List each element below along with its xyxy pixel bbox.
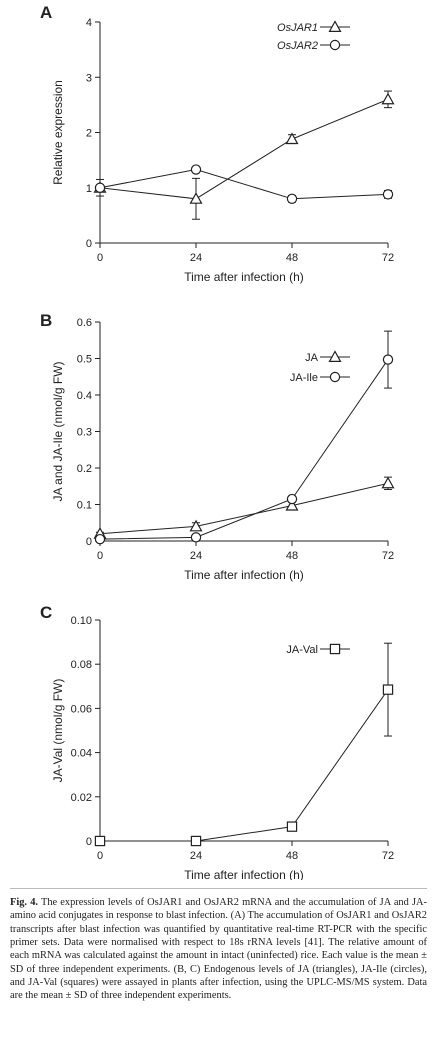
series-line	[99, 359, 389, 540]
data-point	[382, 189, 394, 200]
y-tick-label: 0.3	[77, 427, 92, 439]
legend-label: JA-Val	[286, 644, 318, 656]
series-line	[99, 169, 389, 200]
legend-label: JA	[305, 352, 319, 364]
y-tick-label: 2	[86, 128, 92, 140]
chart-panel-a: A 0 1 2 3 4 0 24 48 72 Time after infection (h) Rel…	[40, 3, 395, 284]
y-tick-label: 0.5	[77, 354, 92, 366]
y-tick-label: 4	[86, 17, 92, 29]
data-point	[189, 519, 203, 532]
x-tick-label: 48	[286, 550, 298, 562]
data-point	[190, 835, 202, 847]
y-tick-label: 0	[86, 238, 92, 250]
y-axis-label: Relative expression	[51, 80, 65, 185]
data-point	[382, 354, 394, 365]
y-tick-label: 0.4	[77, 390, 92, 402]
series-ja-val	[94, 642, 394, 847]
y-tick-label: 0.2	[77, 463, 92, 475]
caption-label: Fig. 4.	[10, 897, 38, 908]
data-point	[286, 821, 298, 832]
x-tick-label: 24	[190, 850, 202, 862]
x-axis-label: Time after infection (h)	[184, 568, 304, 582]
series-osjar1	[93, 90, 395, 220]
x-tick-label: 72	[382, 550, 394, 562]
legend-label: OsJAR1	[277, 22, 318, 34]
series-line	[100, 689, 389, 842]
y-tick-label: 0	[86, 836, 92, 848]
data-point	[286, 493, 298, 505]
data-point	[94, 533, 106, 545]
data-point	[190, 532, 202, 543]
data-point	[382, 684, 394, 695]
legend-marker	[328, 350, 342, 362]
y-tick-label: 0	[86, 536, 92, 548]
data-point	[189, 192, 203, 204]
legend-label: JA-Ile	[290, 372, 318, 384]
legend-marker	[329, 39, 341, 51]
x-tick-label: 24	[190, 252, 202, 264]
series-line	[99, 482, 389, 535]
chart-panel-c: C 0 0.02 0.04 0.06 0.08 0.10 0 24 48 72 Time after …	[40, 603, 394, 880]
legend-marker	[329, 371, 341, 383]
x-tick-label: 48	[286, 850, 298, 862]
x-tick-label: 0	[97, 850, 103, 862]
legend-marker	[328, 20, 342, 32]
y-axis-label: JA-Val (nmol/g FW)	[51, 679, 65, 783]
x-axis-label: Time after infection (h)	[184, 868, 304, 880]
y-tick-label: 0.1	[77, 500, 92, 512]
x-tick-label: 48	[286, 252, 298, 264]
data-point	[94, 182, 106, 193]
y-tick-label: 0.02	[71, 792, 92, 804]
x-tick-label: 24	[190, 550, 202, 562]
x-tick-label: 72	[382, 850, 394, 862]
legend-label: OsJAR2	[277, 40, 318, 52]
y-axis-label: JA and JA-Ile (nmol/g FW)	[51, 361, 65, 501]
figure-4: A 0 1 2 3 4 0 24 48 72 Time after infection (h) Rel…	[40, 3, 395, 880]
x-tick-label: 0	[97, 550, 103, 562]
series-line	[99, 98, 389, 200]
caption-text: The expression levels of OsJAR1 and OsJA…	[10, 897, 427, 1002]
series-ja	[93, 476, 395, 539]
y-tick-label: 1	[86, 183, 92, 195]
data-point	[286, 193, 298, 204]
x-tick-label: 72	[382, 252, 394, 264]
legend-marker	[329, 643, 341, 655]
y-tick-label: 0.08	[71, 659, 92, 671]
y-tick-label: 0.10	[71, 615, 92, 627]
panel-letter: C	[40, 603, 52, 622]
caption-rule	[10, 888, 427, 889]
figure-caption: Fig. 4. The expression levels of OsJAR1 …	[10, 888, 427, 1003]
data-point	[285, 132, 299, 145]
y-tick-label: 0.04	[71, 748, 92, 760]
y-tick-label: 0.6	[77, 317, 92, 329]
data-point	[94, 835, 106, 847]
data-point	[285, 498, 299, 511]
data-point	[381, 92, 395, 105]
x-axis-label: Time after infection (h)	[184, 270, 304, 284]
series-osjar2	[94, 164, 394, 204]
panel-letter: B	[40, 311, 52, 330]
data-point	[190, 164, 202, 175]
data-point	[381, 476, 395, 489]
panel-letter: A	[40, 3, 52, 22]
y-tick-label: 3	[86, 72, 92, 84]
series-ja-ile	[94, 330, 394, 545]
y-tick-label: 0.06	[71, 703, 92, 715]
chart-panel-b: B 0 0.1 0.2 0.3 0.4 0.5 0.6 0 24 48 72 Time after in…	[40, 311, 395, 582]
x-tick-label: 0	[97, 252, 103, 264]
